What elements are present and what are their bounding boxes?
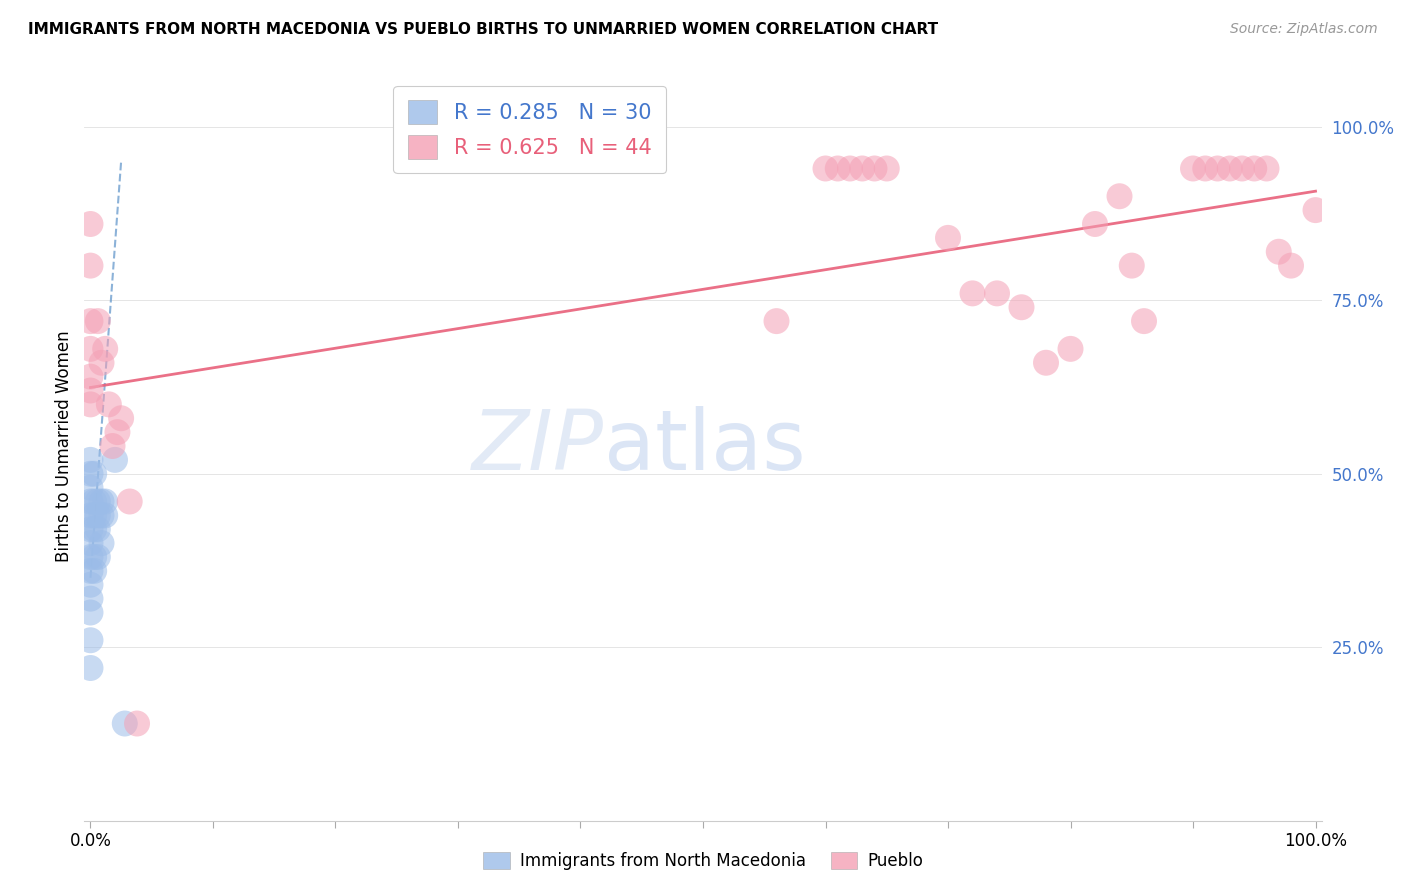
- Point: [1121, 259, 1143, 273]
- Point: [851, 161, 873, 176]
- Point: [107, 425, 129, 439]
- Point: [1256, 161, 1278, 176]
- Point: [1194, 161, 1216, 176]
- Point: [1305, 203, 1327, 218]
- Point: [79, 661, 101, 675]
- Point: [90, 508, 112, 523]
- Text: Source: ZipAtlas.com: Source: ZipAtlas.com: [1230, 22, 1378, 37]
- Point: [1108, 189, 1130, 203]
- Point: [79, 536, 101, 550]
- Point: [839, 161, 862, 176]
- Point: [79, 522, 101, 536]
- Point: [79, 342, 101, 356]
- Point: [79, 397, 101, 411]
- Point: [83, 508, 105, 523]
- Text: IMMIGRANTS FROM NORTH MACEDONIA VS PUEBLO BIRTHS TO UNMARRIED WOMEN CORRELATION : IMMIGRANTS FROM NORTH MACEDONIA VS PUEBL…: [28, 22, 938, 37]
- Point: [83, 522, 105, 536]
- Point: [87, 522, 110, 536]
- Point: [765, 314, 787, 328]
- Point: [79, 369, 101, 384]
- Point: [1230, 161, 1253, 176]
- Point: [83, 467, 105, 481]
- Text: atlas: atlas: [605, 406, 806, 486]
- Point: [79, 591, 101, 606]
- Point: [110, 411, 132, 425]
- Point: [87, 494, 110, 508]
- Point: [1219, 161, 1241, 176]
- Point: [1084, 217, 1107, 231]
- Point: [94, 342, 117, 356]
- Point: [90, 536, 112, 550]
- Point: [90, 356, 112, 370]
- Point: [1243, 161, 1265, 176]
- Point: [79, 564, 101, 578]
- Point: [87, 549, 110, 564]
- Point: [1268, 244, 1291, 259]
- Point: [87, 314, 110, 328]
- Legend: Immigrants from North Macedonia, Pueblo: Immigrants from North Macedonia, Pueblo: [477, 845, 929, 877]
- Legend: R = 0.285   N = 30, R = 0.625   N = 44: R = 0.285 N = 30, R = 0.625 N = 44: [394, 86, 666, 173]
- Point: [79, 578, 101, 592]
- Point: [94, 508, 117, 523]
- Point: [125, 716, 148, 731]
- Point: [94, 494, 117, 508]
- Point: [1011, 300, 1033, 314]
- Point: [79, 508, 101, 523]
- Point: [79, 259, 101, 273]
- Point: [79, 606, 101, 620]
- Point: [986, 286, 1008, 301]
- Point: [1206, 161, 1229, 176]
- Point: [79, 453, 101, 467]
- Point: [1035, 356, 1057, 370]
- Point: [79, 633, 101, 648]
- Point: [79, 549, 101, 564]
- Point: [118, 494, 141, 508]
- Point: [79, 384, 101, 398]
- Point: [79, 217, 101, 231]
- Point: [87, 508, 110, 523]
- Point: [814, 161, 837, 176]
- Point: [83, 494, 105, 508]
- Point: [1279, 259, 1302, 273]
- Text: ZIP: ZIP: [472, 406, 605, 486]
- Y-axis label: Births to Unmarried Women: Births to Unmarried Women: [55, 330, 73, 562]
- Point: [97, 397, 120, 411]
- Point: [1182, 161, 1205, 176]
- Point: [1133, 314, 1156, 328]
- Point: [936, 231, 959, 245]
- Point: [79, 467, 101, 481]
- Point: [101, 439, 124, 453]
- Point: [827, 161, 849, 176]
- Point: [1059, 342, 1081, 356]
- Point: [104, 453, 127, 467]
- Point: [876, 161, 898, 176]
- Point: [863, 161, 886, 176]
- Point: [79, 314, 101, 328]
- Point: [90, 494, 112, 508]
- Point: [83, 564, 105, 578]
- Point: [83, 549, 105, 564]
- Point: [79, 481, 101, 495]
- Point: [79, 494, 101, 508]
- Point: [114, 716, 136, 731]
- Point: [962, 286, 984, 301]
